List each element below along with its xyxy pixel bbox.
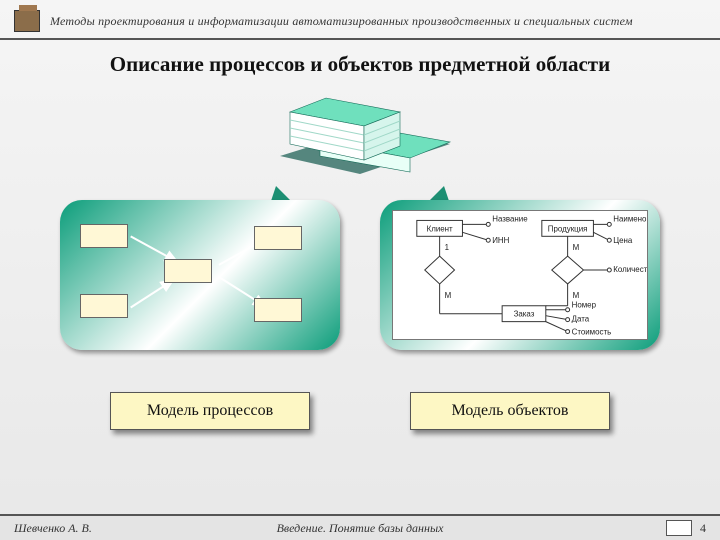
er-diagram: Клиент Продукция Заказ 1 М М	[392, 210, 648, 340]
process-box	[80, 294, 128, 318]
object-model-label: Модель объектов	[410, 392, 610, 430]
page-number: 4	[700, 521, 706, 536]
process-box	[80, 224, 128, 248]
footer-page: 4	[666, 520, 706, 536]
process-box	[164, 259, 212, 283]
page-title: Описание процессов и объектов предметной…	[0, 52, 720, 77]
er-attr-inn: ИНН	[492, 236, 509, 245]
er-entity-client: Клиент	[427, 224, 453, 233]
er-attr-cost: Стоимость	[572, 328, 612, 337]
er-card-many: М	[445, 291, 452, 300]
er-card-many: М	[573, 291, 580, 300]
footer-author: Шевченко А. В.	[14, 521, 92, 536]
labels-row: Модель процессов Модель объектов	[0, 392, 720, 430]
process-box	[254, 226, 302, 250]
er-attr-date: Дата	[572, 315, 590, 324]
page-indicator-icon	[666, 520, 692, 536]
process-model-label: Модель процессов	[110, 392, 310, 430]
process-box	[254, 298, 302, 322]
panels-row: Клиент Продукция Заказ 1 М М	[0, 200, 720, 350]
process-diagram	[74, 214, 326, 336]
er-attr-name: Название	[492, 214, 528, 223]
course-title: Методы проектирования и информатизации а…	[50, 14, 633, 29]
er-entity-product: Продукция	[548, 224, 588, 233]
er-card-one: 1	[445, 243, 450, 252]
process-callout	[60, 200, 340, 350]
er-card-many: М	[573, 243, 580, 252]
er-entity-order: Заказ	[514, 310, 535, 319]
slide-header: Методы проектирования и информатизации а…	[0, 10, 720, 40]
footer-chapter: Введение. Понятие базы данных	[0, 521, 720, 536]
er-attr-number: Номер	[572, 301, 597, 310]
er-attr-qty: Количество	[613, 265, 647, 274]
object-callout: Клиент Продукция Заказ 1 М М	[380, 200, 660, 350]
slide-footer: Шевченко А. В. Введение. Понятие базы да…	[0, 514, 720, 540]
er-attr-price: Цена	[613, 236, 633, 245]
er-attr-prodname: Наименование	[613, 214, 647, 223]
building-illustration	[260, 86, 460, 176]
logo-icon	[14, 10, 40, 32]
